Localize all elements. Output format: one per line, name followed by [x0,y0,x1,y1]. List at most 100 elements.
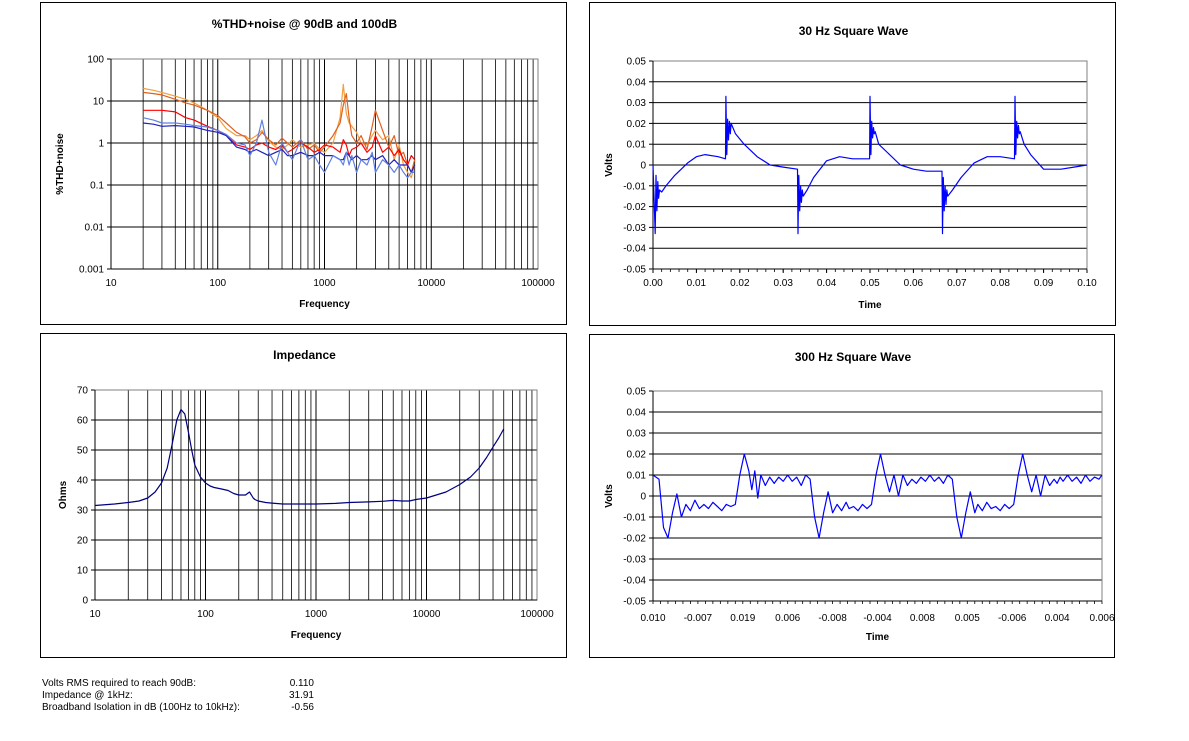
stat-label: Broadband Isolation in dB (100Hz to 10kH… [42,702,240,713]
square-30hz-chart: 30 Hz Square Wave -0.05 -0.04 -0.03 -0.02 -0.… [604,24,1097,311]
x-tick-label: 100000 [521,278,555,289]
y-tick-label: 100 [87,55,104,66]
y-tick-label: 0 [640,161,646,172]
y-tick-label: 0.04 [627,408,647,419]
y-tick-label: 0.01 [627,471,647,482]
stat-row-impedance-1khz: Impedance @ 1kHz: 31.91 [42,690,342,702]
x-tick-label: 1000 [313,278,336,289]
y-tick-label: -0.02 [623,202,646,213]
series-line [142,117,415,179]
y-tick-label: 0.1 [90,181,104,192]
y-tick-label: 0 [640,492,646,503]
x-tick-label: 0.04 [817,278,837,289]
x-tick-label: 100 [197,609,214,620]
x-tick-label: -0.006 [998,613,1027,624]
x-tick-label: 0.006 [1089,613,1114,624]
stat-row-broadband-isolation: Broadband Isolation in dB (100Hz to 10kH… [42,702,342,714]
chart-title: %THD+noise @ 90dB and 100dB [212,17,398,31]
x-tick-label: 10 [105,278,117,289]
x-tick-label: 0.010 [640,613,665,624]
y-tick-label: 0.01 [627,140,647,151]
y-tick-label: 0.01 [85,223,105,234]
y-tick-label: -0.04 [623,244,646,255]
y-axis-label: Volts [604,484,615,508]
stat-row-volts-rms: Volts RMS required to reach 90dB: 0.110 [42,678,342,690]
series-line [652,453,1103,539]
y-tick-label: 1 [98,139,104,150]
x-tick-label: 0.006 [775,613,800,624]
x-tick-label: 0.01 [687,278,707,289]
stat-label: Volts RMS required to reach 90dB: [42,678,196,689]
y-tick-label: -0.03 [623,223,646,234]
x-tick-label: 10000 [413,609,441,620]
y-tick-label: 0.02 [627,450,647,461]
x-tick-label: 1000 [305,609,328,620]
x-tick-label: -0.008 [818,613,847,624]
y-axis-label: %THD+noise [55,133,66,195]
stat-value: 0.110 [289,678,314,689]
y-tick-label: 0.001 [79,265,104,276]
x-tick-label: 0.03 [773,278,793,289]
x-axis-label: Time [858,300,882,311]
y-tick-label: 0.03 [627,98,647,109]
x-tick-label: 0.10 [1077,278,1097,289]
y-tick-label: 40 [77,476,89,487]
x-tick-label: 0.004 [1045,613,1070,624]
thd-chart: %THD+noise @ 90dB and 100dB 0.001 0.01 0.1 1… [55,17,555,310]
square-300hz-chart-panel: 300 Hz Square Wave -0.05 -0.04 -0.03 -0.02 -0… [589,334,1115,658]
y-tick-label: -0.05 [623,597,646,608]
y-tick-label: 50 [77,446,89,457]
y-tick-label: -0.04 [623,576,646,587]
chart-title: 30 Hz Square Wave [799,24,909,38]
x-axis-label: Frequency [299,299,350,310]
stat-label: Impedance @ 1kHz: [42,690,133,701]
y-tick-label: -0.03 [623,555,646,566]
y-tick-label: 0.04 [627,77,647,88]
x-tick-label: 100000 [520,609,554,620]
stat-value: 31.91 [288,690,314,701]
x-tick-label: -0.007 [684,613,713,624]
series-line [652,95,1088,235]
x-tick-label: 0.09 [1034,278,1054,289]
x-tick-label: 0.05 [860,278,880,289]
chart-title: Impedance [273,348,336,362]
square-300hz-chart: 300 Hz Square Wave -0.05 -0.04 -0.03 -0.02 -0… [604,350,1115,643]
chart-title: 300 Hz Square Wave [795,350,912,364]
series-line [143,91,416,173]
measurement-summary: Volts RMS required to reach 90dB: 0.110 … [42,678,342,714]
x-tick-label: 10 [89,609,101,620]
square-30hz-chart-panel: 30 Hz Square Wave -0.05 -0.04 -0.03 -0.02 -0.… [589,2,1116,326]
y-tick-label: 20 [77,536,89,547]
y-tick-label: 60 [77,416,89,427]
x-tick-label: 0.07 [947,278,967,289]
y-tick-label: 70 [77,386,89,397]
x-tick-label: 10000 [417,278,445,289]
y-tick-label: -0.05 [623,265,646,276]
x-axis-label: Frequency [291,630,342,641]
y-tick-label: 30 [77,506,89,517]
x-tick-label: -0.004 [863,613,892,624]
series-line [142,83,416,179]
x-tick-label: 0.019 [730,613,755,624]
y-tick-label: -0.01 [623,513,646,524]
x-tick-label: 0.02 [730,278,750,289]
thd-chart-panel: %THD+noise @ 90dB and 100dB 0.001 0.01 0.1 1… [40,2,567,325]
y-tick-label: 0.05 [627,387,647,398]
y-axis-label: Ohms [58,480,69,509]
x-tick-label: 0.06 [904,278,924,289]
y-tick-label: -0.02 [623,534,646,545]
y-tick-label: 0.05 [627,57,647,68]
stat-value: -0.56 [291,702,314,713]
impedance-chart-panel: Impedance 0 10 20 30 40 50 60 70 10 100 1000 10000 10… [40,333,567,658]
y-tick-label: 0.02 [627,119,647,130]
y-tick-label: -0.01 [623,181,646,192]
x-tick-label: 0.08 [990,278,1010,289]
x-tick-label: 0.00 [643,278,663,289]
x-tick-label: 100 [209,278,226,289]
x-axis-label: Time [866,632,890,643]
x-tick-label: 0.008 [910,613,935,624]
y-tick-label: 0.03 [627,429,647,440]
y-axis-label: Volts [604,153,615,177]
series-line [94,408,505,507]
y-tick-label: 10 [77,566,89,577]
